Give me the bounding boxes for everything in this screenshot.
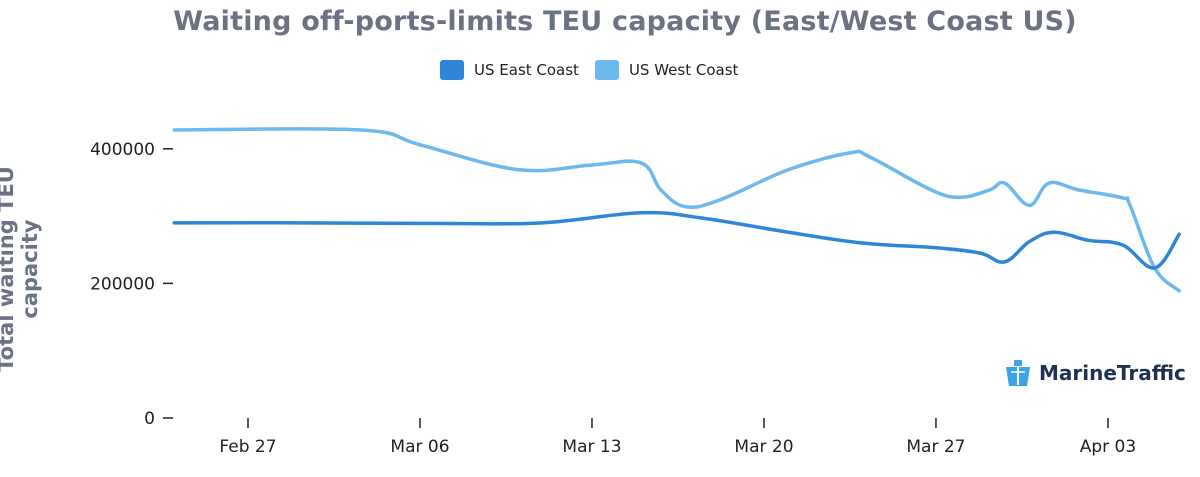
legend-swatch-east [440, 60, 464, 80]
logo-text: MarineTraffic [1039, 361, 1186, 385]
series-line-us-east-coast [172, 210, 1181, 270]
chart-title: Waiting off-ports-limits TEU capacity (E… [173, 6, 1077, 37]
x-tick-label: Mar 20 [734, 437, 793, 457]
y-tick-label: 400000 [90, 140, 155, 160]
y-tick-label: 200000 [90, 274, 155, 294]
x-tick-label: Mar 13 [562, 437, 621, 457]
x-tick-label: Mar 06 [390, 437, 449, 457]
legend-item-west[interactable]: US West Coast [594, 60, 739, 80]
legend: US East Coast US West Coast [440, 60, 738, 80]
y-tick-label: 0 [144, 409, 155, 429]
x-tick-label: Apr 03 [1080, 437, 1136, 457]
legend-item-east[interactable]: US East Coast [440, 60, 579, 80]
x-tick-label: Feb 27 [219, 437, 276, 457]
ship-icon [1006, 360, 1030, 386]
legend-label-west: US West Coast [628, 61, 739, 79]
marinetraffic-logo: MarineTraffic [1003, 358, 1186, 388]
x-tick-label: Mar 27 [906, 437, 965, 457]
series-line-us-west-coast [172, 127, 1181, 293]
legend-swatch-west [594, 60, 619, 80]
legend-label-east: US East Coast [474, 61, 579, 79]
